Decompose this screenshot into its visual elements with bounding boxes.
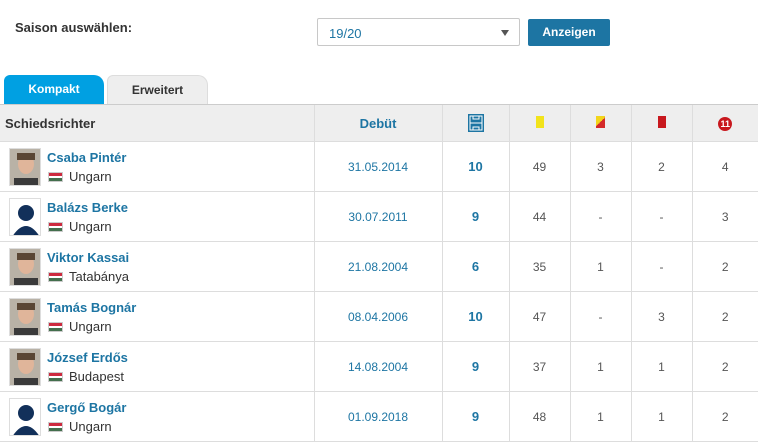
referee-location: Tatabánya (69, 269, 129, 284)
referee-table: Schiedsrichter Debüt 11 (0, 104, 758, 442)
debut-date[interactable]: 31.05.2014 (313, 141, 442, 192)
yellow-cards-count: 49 (508, 141, 570, 192)
yellow-cards-count: 47 (508, 291, 570, 342)
debut-date[interactable]: 08.04.2006 (313, 291, 442, 342)
referee-name-link[interactable]: Viktor Kassai (47, 250, 130, 265)
games-count[interactable]: 10 (441, 141, 509, 192)
table-row[interactable]: Viktor Kassai Tatabánya 21.08.2004 6 35 … (0, 241, 758, 292)
yellow-card-icon (535, 115, 544, 128)
yellow-red-cards-count: 1 (569, 391, 631, 442)
red-cards-count: 3 (630, 291, 692, 342)
tab-erweitert[interactable]: Erweitert (107, 75, 208, 105)
referee-location: Ungarn (69, 169, 112, 184)
hungary-flag-icon (48, 322, 63, 332)
yellow-red-cards-count: 1 (569, 341, 631, 392)
table-row[interactable]: Csaba Pintér Ungarn 31.05.2014 10 49 3 2… (0, 141, 758, 192)
red-cards-count: 2 (630, 141, 692, 192)
games-count[interactable]: 9 (441, 191, 509, 242)
hungary-flag-icon (48, 422, 63, 432)
penalties-count: 2 (691, 341, 758, 392)
header-penalties[interactable]: 11 (691, 104, 758, 142)
red-cards-count: 1 (630, 341, 692, 392)
hungary-flag-icon (48, 172, 63, 182)
debut-date[interactable]: 21.08.2004 (313, 241, 442, 292)
tab-kompakt[interactable]: Kompakt (4, 75, 104, 105)
hungary-flag-icon (48, 272, 63, 282)
red-card-icon (657, 115, 666, 128)
games-count[interactable]: 6 (441, 241, 509, 292)
table-header-row: Schiedsrichter Debüt 11 (0, 104, 758, 142)
referee-location: Budapest (69, 369, 124, 384)
referee-name-link[interactable]: József Erdős (47, 350, 128, 365)
avatar[interactable] (9, 198, 41, 236)
games-count[interactable]: 9 (441, 341, 509, 392)
chevron-down-icon (501, 30, 509, 36)
avatar[interactable] (9, 398, 41, 436)
avatar[interactable] (9, 298, 41, 336)
referee-name-link[interactable]: Csaba Pintér (47, 150, 127, 165)
yellow-cards-count: 44 (508, 191, 570, 242)
table-row[interactable]: Gergő Bogár Ungarn 01.09.2018 9 48 1 1 2 (0, 391, 758, 442)
referee-cell: Tamás Bognár Ungarn (0, 291, 314, 342)
referee-cell: Gergő Bogár Ungarn (0, 391, 314, 442)
table-row[interactable]: József Erdős Budapest 14.08.2004 9 37 1 … (0, 341, 758, 392)
debut-date[interactable]: 14.08.2004 (313, 341, 442, 392)
games-count[interactable]: 10 (441, 291, 509, 342)
show-button[interactable]: Anzeigen (528, 19, 610, 46)
yellow-red-cards-count: - (569, 291, 631, 342)
debut-date[interactable]: 30.07.2011 (313, 191, 442, 242)
penalties-count: 2 (691, 241, 758, 292)
yellow-cards-count: 48 (508, 391, 570, 442)
pitch-icon (467, 114, 484, 132)
yellow-cards-count: 35 (508, 241, 570, 292)
header-debut[interactable]: Debüt (313, 104, 442, 142)
hungary-flag-icon (48, 222, 63, 232)
penalties-count: 3 (691, 191, 758, 242)
red-cards-count: - (630, 241, 692, 292)
red-cards-count: 1 (630, 391, 692, 442)
red-cards-count: - (630, 191, 692, 242)
avatar[interactable] (9, 148, 41, 186)
season-select-value: 19/20 (329, 26, 362, 41)
games-count[interactable]: 9 (441, 391, 509, 442)
header-games[interactable] (441, 104, 509, 142)
referee-name-link[interactable]: Tamás Bognár (47, 300, 137, 315)
referee-name-link[interactable]: Balázs Berke (47, 200, 128, 215)
header-red-cards[interactable] (630, 104, 692, 142)
debut-date[interactable]: 01.09.2018 (313, 391, 442, 442)
referee-name-link[interactable]: Gergő Bogár (47, 400, 127, 415)
penalties-count: 2 (691, 391, 758, 442)
season-label: Saison auswählen: (15, 20, 133, 35)
referee-cell: Csaba Pintér Ungarn (0, 141, 314, 192)
table-row[interactable]: Tamás Bognár Ungarn 08.04.2006 10 47 - 3… (0, 291, 758, 342)
referee-location: Ungarn (69, 419, 112, 434)
referee-cell: Balázs Berke Ungarn (0, 191, 314, 242)
yellow-red-card-icon (596, 115, 605, 128)
penalty-icon: 11 (718, 116, 733, 131)
penalties-count: 2 (691, 291, 758, 342)
header-yellow-red-cards[interactable] (569, 104, 631, 142)
yellow-red-cards-count: 1 (569, 241, 631, 292)
season-select[interactable]: 19/20 (317, 18, 520, 46)
table-row[interactable]: Balázs Berke Ungarn 30.07.2011 9 44 - - … (0, 191, 758, 242)
yellow-cards-count: 37 (508, 341, 570, 392)
referee-cell: József Erdős Budapest (0, 341, 314, 392)
header-yellow-cards[interactable] (508, 104, 570, 142)
header-referee[interactable]: Schiedsrichter (0, 104, 314, 142)
penalties-count: 4 (691, 141, 758, 192)
yellow-red-cards-count: - (569, 191, 631, 242)
avatar[interactable] (9, 248, 41, 286)
referee-location: Ungarn (69, 219, 112, 234)
avatar[interactable] (9, 348, 41, 386)
referee-cell: Viktor Kassai Tatabánya (0, 241, 314, 292)
yellow-red-cards-count: 3 (569, 141, 631, 192)
view-tabs: Kompakt Erweitert (0, 75, 758, 105)
hungary-flag-icon (48, 372, 63, 382)
referee-location: Ungarn (69, 319, 112, 334)
